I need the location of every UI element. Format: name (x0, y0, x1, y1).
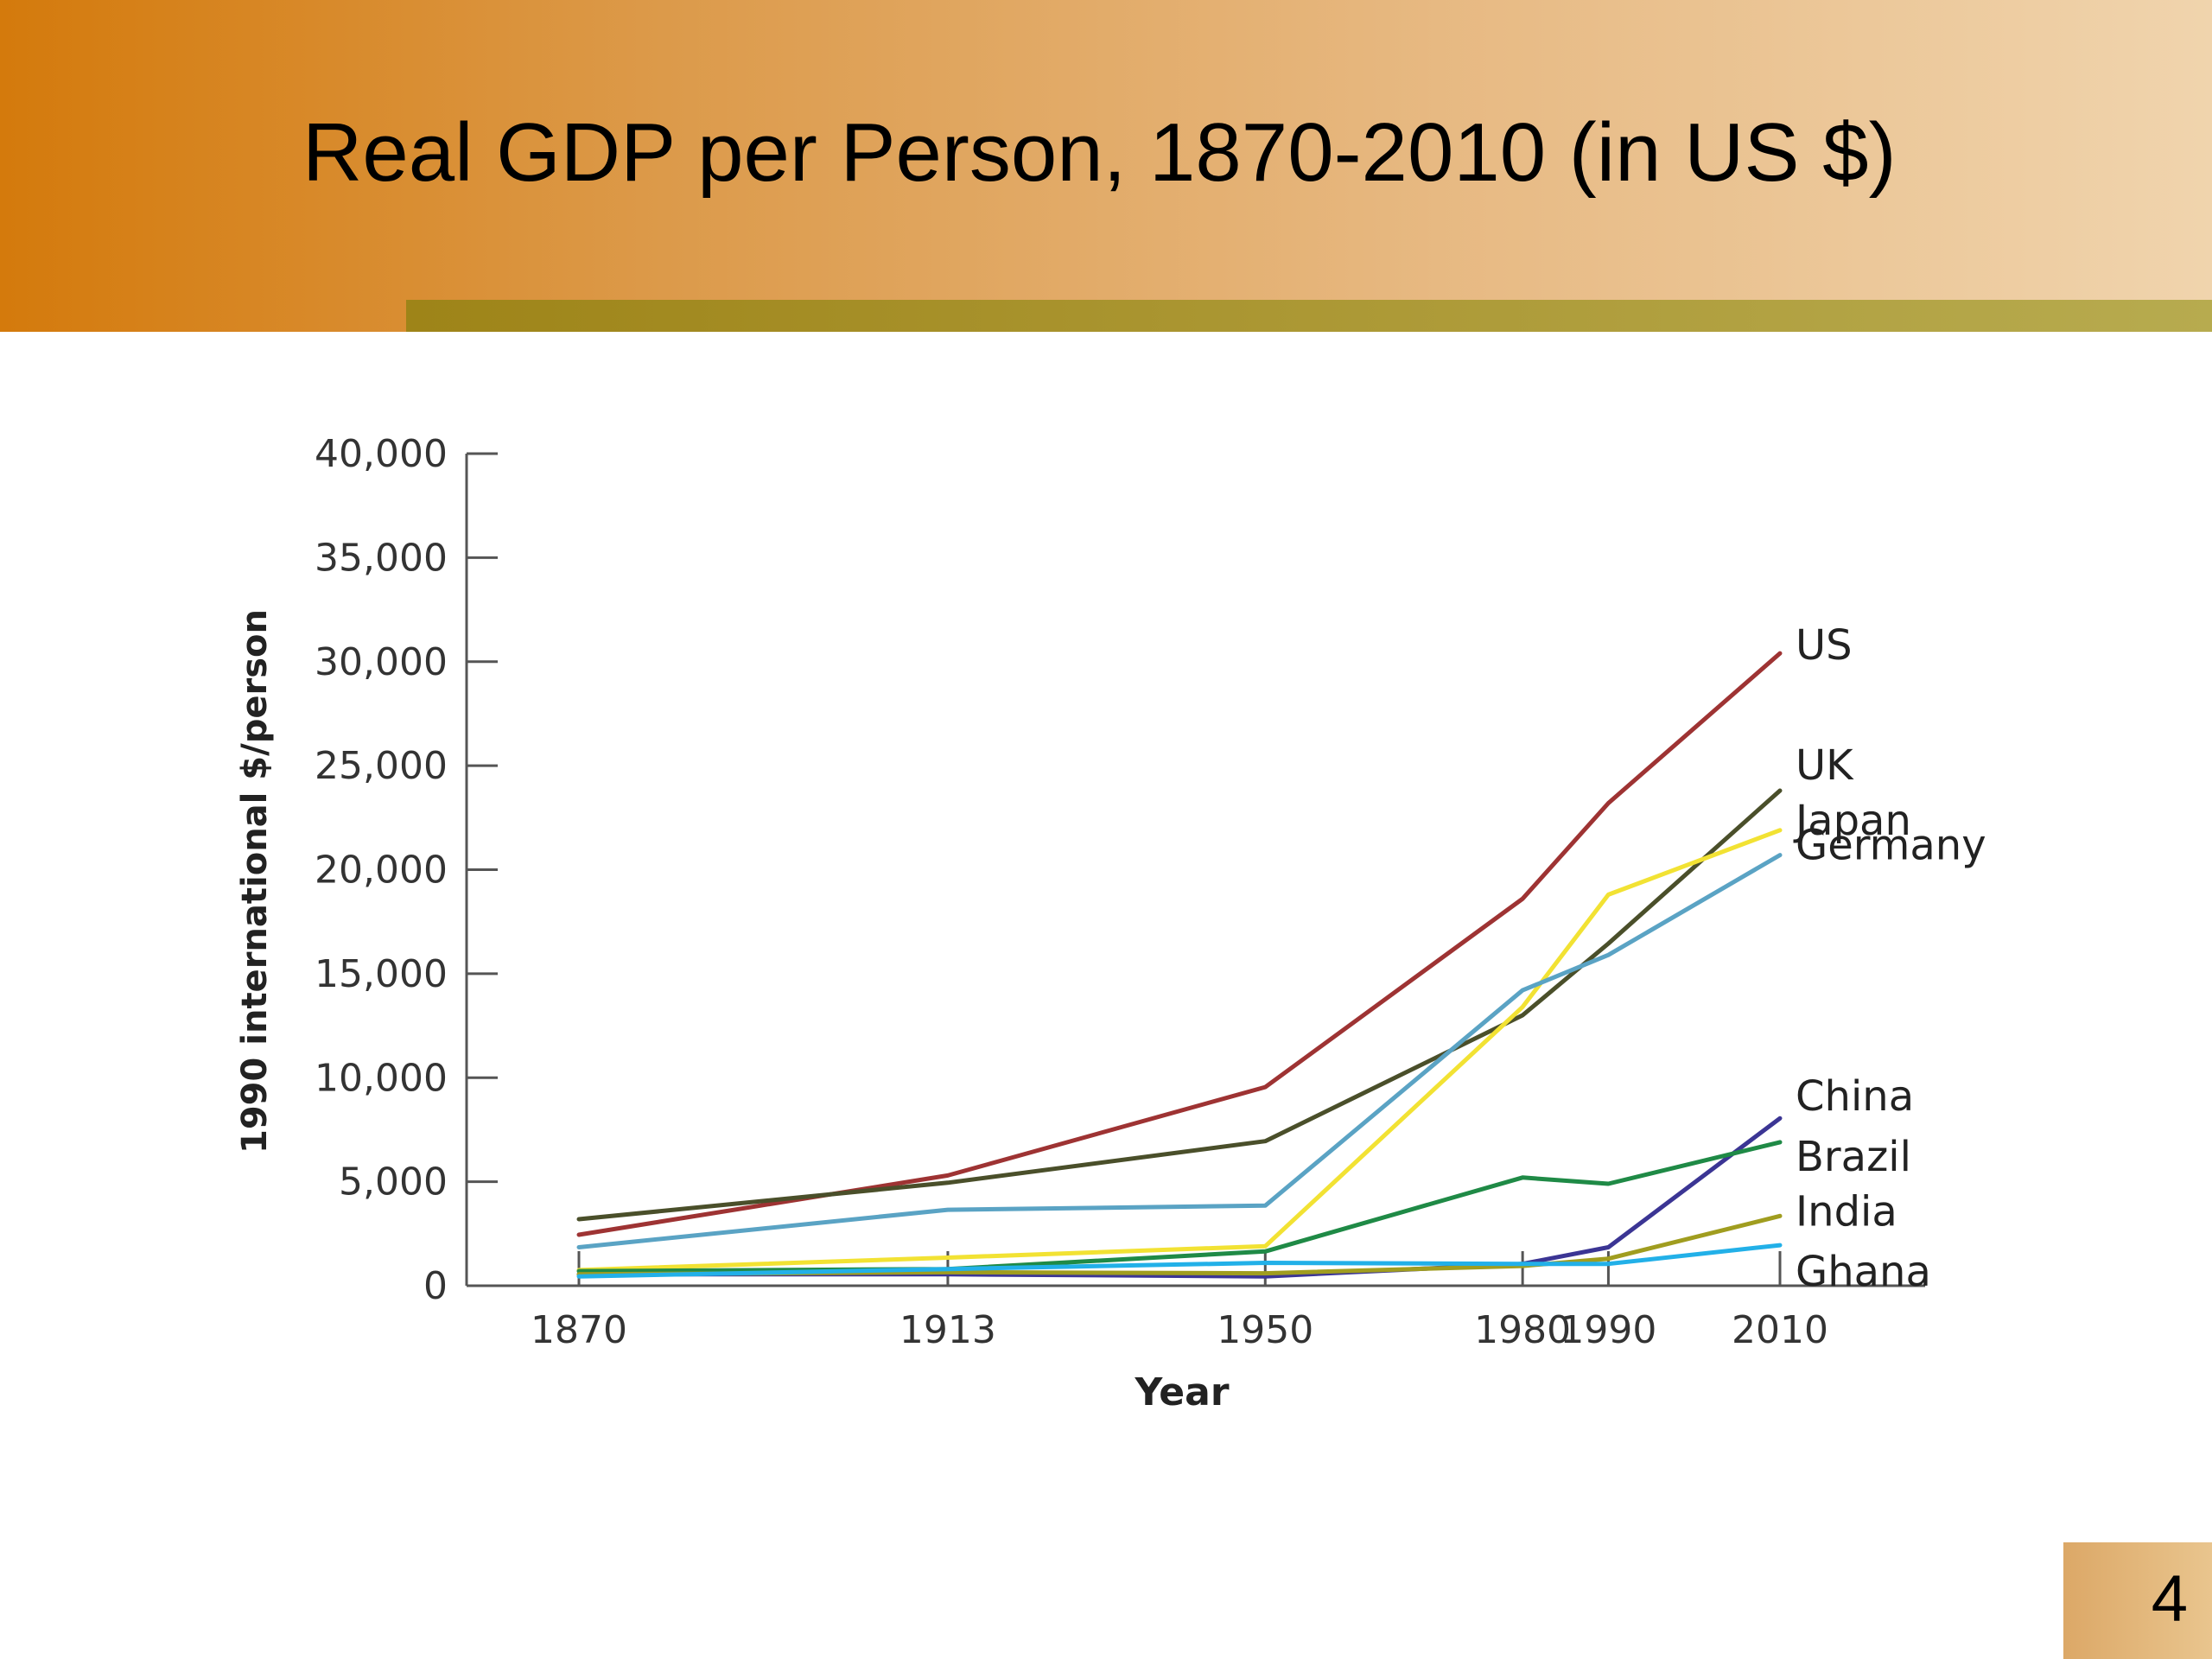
x-tick-label: 2010 (1732, 1308, 1828, 1352)
x-tick-label: 1950 (1217, 1308, 1313, 1352)
series-line-germany (576, 853, 1783, 1249)
page-number-box: 4 (2063, 1542, 2212, 1659)
series-label-japan: Japan (1793, 797, 1911, 845)
series-label-india: India (1796, 1187, 1897, 1236)
series-line-china (576, 1116, 1783, 1279)
series-line-uk (576, 788, 1783, 1222)
y-tick-label: 30,000 (315, 640, 448, 684)
series-line-ghana (576, 1243, 1783, 1279)
series-label-china: China (1796, 1072, 1914, 1121)
x-tick-label: 1990 (1560, 1308, 1656, 1352)
y-axis-label: 1990 international $/person (235, 609, 275, 1154)
y-tick-label: 0 (423, 1264, 448, 1308)
chart-axes: 0 5,000 10,000 15,000 20,000 25,000 30,000 35,0… (315, 432, 1925, 1352)
slide-title: Real GDP per Person, 1870-2010 (in US $) (302, 106, 1897, 199)
y-tick-label: 35,000 (315, 536, 448, 580)
series-line-india (576, 1213, 1783, 1277)
header-accent-bar (406, 300, 2212, 332)
series-label-us: US (1796, 621, 1853, 670)
x-tick-label: 1913 (899, 1308, 996, 1352)
series-line-us (576, 651, 1783, 1237)
y-tick-label: 10,000 (315, 1056, 448, 1100)
x-axis-label: Year (1134, 1370, 1229, 1414)
series-label-brazil: Brazil (1796, 1133, 1911, 1181)
page-number: 4 (2151, 1562, 2188, 1636)
series-label-uk: UK (1796, 741, 1854, 790)
y-tick-label: 40,000 (315, 432, 448, 476)
series-label-germany: Germany (1796, 822, 1986, 870)
y-tick-label: 15,000 (315, 952, 448, 996)
chart-series (576, 651, 1783, 1279)
y-tick-label: 25,000 (315, 744, 448, 788)
y-tick-label: 20,000 (315, 849, 448, 893)
x-tick-label: 1980 (1474, 1308, 1571, 1352)
x-tick-label: 1870 (531, 1308, 627, 1352)
header-band (0, 0, 2212, 332)
series-label-ghana: Ghana (1796, 1248, 1931, 1296)
y-tick-label: 5,000 (339, 1160, 448, 1205)
series-line-japan (576, 828, 1783, 1273)
